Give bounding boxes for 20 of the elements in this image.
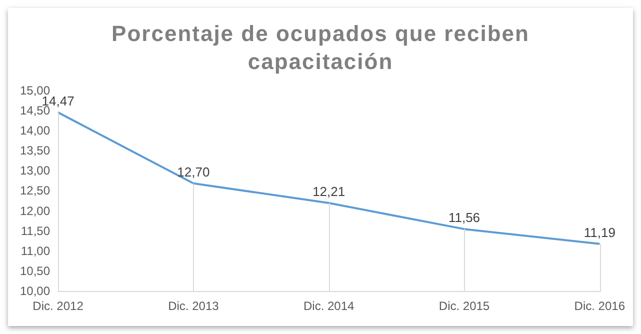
data-label: 11,56 — [448, 210, 480, 226]
y-tick-label: 11,00 — [20, 244, 50, 258]
y-tick-label: 13,50 — [20, 144, 50, 158]
y-tick-label: 15,00 — [20, 84, 50, 98]
chart-title: Porcentaje de ocupados que reciben capacitación — [110, 20, 530, 76]
x-tick-label: Dic. 2012 — [32, 299, 84, 314]
data-label: 12,21 — [312, 184, 346, 200]
y-tick-label: 14,00 — [20, 124, 50, 138]
y-tick-label: 11,50 — [20, 224, 50, 238]
x-tick-label: Dic. 2015 — [438, 299, 490, 314]
y-tick-label: 10,50 — [20, 264, 50, 278]
y-tick-label: 12,00 — [20, 204, 50, 218]
x-tick-label: Dic. 2016 — [574, 299, 626, 314]
y-tick-label: 12,50 — [20, 184, 50, 198]
data-label: 12,70 — [177, 164, 210, 180]
y-tick-label: 13,00 — [20, 164, 50, 178]
x-tick-label: Dic. 2014 — [303, 299, 355, 314]
x-tick-label: Dic. 2013 — [168, 299, 220, 314]
y-tick-label: 10,00 — [20, 284, 50, 298]
data-label: 11,19 — [584, 224, 616, 240]
